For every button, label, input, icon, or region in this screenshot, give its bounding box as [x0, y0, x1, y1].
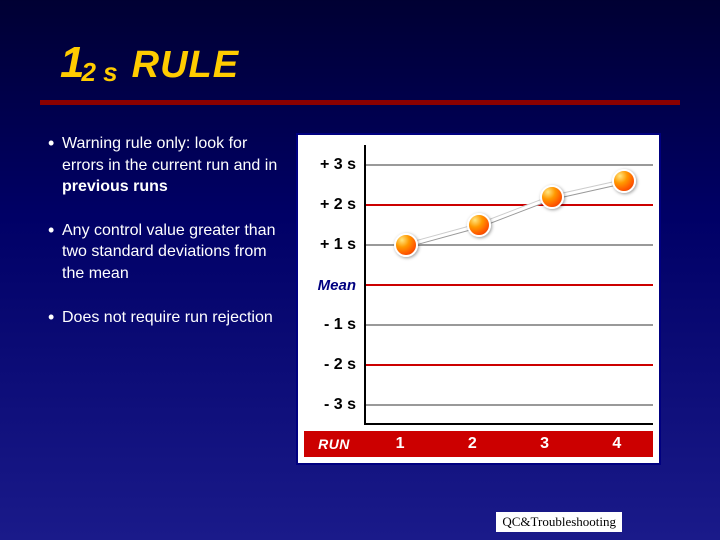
x-tick: 1 — [364, 431, 436, 457]
bullet-text: Any control value greater than two stand… — [62, 220, 278, 285]
y-label: - 2 s — [304, 345, 356, 385]
y-label: + 3 s — [304, 145, 356, 185]
title-number: 1 — [60, 38, 83, 88]
gridline — [366, 204, 653, 206]
data-point — [394, 233, 418, 257]
x-axis-title: RUN — [304, 431, 364, 457]
gridline — [366, 164, 653, 166]
bullet-text: Warning rule only: look for errors in th… — [62, 133, 278, 198]
footer-label: QC&Troubleshooting — [496, 512, 622, 532]
title-word: RULE — [132, 44, 239, 87]
gridline — [366, 324, 653, 326]
bullet-item: • Does not require run rejection — [48, 307, 278, 329]
x-tick: 2 — [436, 431, 508, 457]
content-row: • Warning rule only: look for errors in … — [0, 105, 720, 465]
y-label: - 3 s — [304, 385, 356, 425]
x-tick: 4 — [581, 431, 653, 457]
x-axis: RUN 1 2 3 4 — [304, 431, 653, 457]
y-label: - 1 s — [304, 305, 356, 345]
data-point — [467, 213, 491, 237]
plot-region — [364, 145, 653, 425]
gridline — [366, 404, 653, 406]
qc-chart: + 3 s + 2 s + 1 s Mean - 1 s - 2 s - 3 s… — [296, 133, 661, 465]
chart-area: + 3 s + 2 s + 1 s Mean - 1 s - 2 s - 3 s — [304, 145, 653, 425]
y-label: + 2 s — [304, 185, 356, 225]
gridline — [366, 284, 653, 286]
x-tick: 3 — [509, 431, 581, 457]
title-subscript: 2 s — [81, 57, 117, 88]
data-point — [540, 185, 564, 209]
y-label: + 1 s — [304, 225, 356, 265]
slide-title: 1 2 s RULE — [0, 0, 720, 88]
data-point — [612, 169, 636, 193]
bullet-item: • Any control value greater than two sta… — [48, 220, 278, 285]
bullet-text: Does not require run rejection — [62, 307, 278, 329]
bullet-dot-icon: • — [48, 220, 62, 285]
bullet-list: • Warning rule only: look for errors in … — [48, 133, 278, 465]
x-axis-ticks: 1 2 3 4 — [364, 431, 653, 457]
y-label-mean: Mean — [304, 265, 356, 305]
bullet-dot-icon: • — [48, 133, 62, 198]
bullet-item: • Warning rule only: look for errors in … — [48, 133, 278, 198]
bullet-dot-icon: • — [48, 307, 62, 329]
y-axis-labels: + 3 s + 2 s + 1 s Mean - 1 s - 2 s - 3 s — [304, 145, 364, 425]
gridline — [366, 364, 653, 366]
